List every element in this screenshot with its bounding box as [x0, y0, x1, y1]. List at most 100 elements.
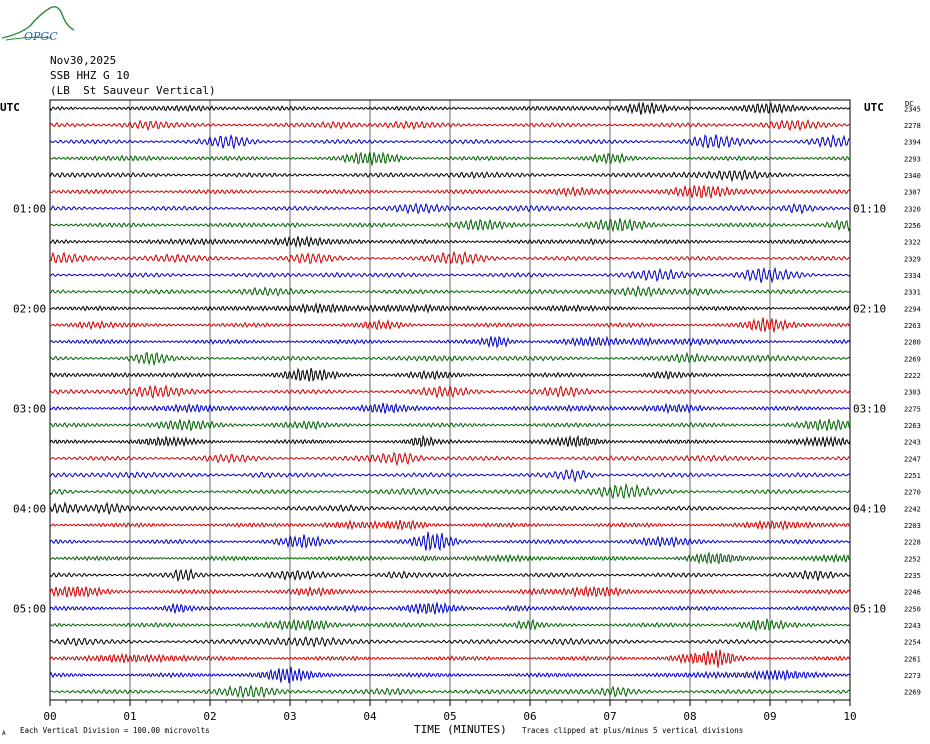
dc-value-label: 2334 — [904, 272, 921, 280]
scale-note: Each Vertical Division = 100.00 microvol… — [20, 726, 210, 735]
trace-line — [49, 118, 851, 132]
x-tick-label: 01 — [123, 710, 136, 723]
x-tick-label: 03 — [283, 710, 296, 723]
trace-line — [49, 351, 851, 367]
trace-line — [49, 636, 851, 649]
trace-line — [49, 184, 851, 199]
dc-value-label: 2254 — [904, 639, 921, 647]
left-time-label: 05:00 — [13, 602, 46, 615]
x-tick-label: 10 — [843, 710, 856, 723]
dc-value-label: 2203 — [904, 522, 921, 530]
trace-line — [49, 567, 851, 582]
left-time-label: 03:00 — [13, 402, 46, 415]
dc-value-label: 2256 — [904, 222, 921, 230]
x-tick-label: 08 — [683, 710, 696, 723]
dc-value-label: 2294 — [904, 305, 921, 313]
trace-line — [49, 482, 851, 500]
dc-value-label: 2293 — [904, 155, 921, 163]
left-time-label: 01:00 — [13, 202, 46, 215]
trace-line — [49, 585, 851, 599]
x-axis-title: TIME (MINUTES) — [414, 723, 507, 736]
date-label: Nov30,2025 — [50, 54, 117, 67]
dc-value-label: 2263 — [904, 322, 921, 330]
trace-line — [49, 218, 851, 233]
trace-line — [49, 501, 851, 516]
trace-line — [49, 235, 851, 249]
trace-line — [49, 551, 851, 565]
trace-line — [49, 169, 851, 183]
trace-line — [49, 402, 851, 415]
dc-value-label: 2269 — [904, 689, 921, 697]
trace-line — [49, 266, 851, 284]
dc-value-label: 2280 — [904, 339, 921, 347]
dc-value-label: 2394 — [904, 139, 921, 147]
dc-value-label: 2329 — [904, 255, 921, 263]
right-time-label: 03:10 — [853, 402, 886, 415]
dc-value-label: 2303 — [904, 389, 921, 397]
trace-line — [49, 302, 851, 315]
x-tick-label: 02 — [203, 710, 216, 723]
x-tick-label: 04 — [363, 710, 377, 723]
right-time-label: 01:10 — [853, 202, 886, 215]
x-tick-label: 06 — [523, 710, 536, 723]
dc-value-label: 2251 — [904, 472, 921, 480]
dc-value-label: 2222 — [904, 372, 921, 380]
left-utc-title: UTC — [0, 101, 20, 114]
trace-line — [49, 133, 851, 150]
x-tick-label: 09 — [763, 710, 776, 723]
left-time-label: 04:00 — [13, 502, 46, 515]
trace-line — [49, 418, 851, 432]
trace-line — [49, 601, 851, 615]
trace-line — [49, 384, 851, 400]
trace-line — [49, 285, 851, 298]
dc-value-label: 2247 — [904, 455, 921, 463]
trace-line — [49, 451, 851, 467]
dc-value-label: 2269 — [904, 355, 921, 363]
dc-value-label: 2307 — [904, 189, 921, 197]
trace-line — [49, 649, 851, 668]
dc-value-label: 2340 — [904, 172, 921, 180]
right-time-label: 02:10 — [853, 302, 886, 315]
dc-value-label: 2243 — [904, 622, 921, 630]
trace-line — [49, 468, 851, 483]
dc-value-label: 2331 — [904, 289, 921, 297]
corner-mark: A — [2, 730, 6, 737]
dc-value-label: 2235 — [904, 572, 921, 580]
right-time-label: 04:10 — [853, 502, 886, 515]
dc-value-label: 2228 — [904, 539, 921, 547]
dc-value-label: 2320 — [904, 205, 921, 213]
trace-line — [49, 250, 851, 266]
dc-value-label: 2275 — [904, 405, 921, 413]
trace-line — [49, 666, 851, 684]
dc-value-label: 2246 — [904, 589, 921, 597]
dc-value-label: 2322 — [904, 239, 921, 247]
dc-value-label: 2242 — [904, 505, 921, 513]
x-tick-label: 07 — [603, 710, 616, 723]
dc-value-label: 2250 — [904, 605, 921, 613]
right-utc-title: UTC — [864, 101, 884, 114]
x-tick-label: 05 — [443, 710, 456, 723]
clip-note: Traces clipped at plus/minus 5 vertical … — [522, 726, 743, 735]
station-label: (LB St Sauveur Vertical) — [50, 84, 216, 97]
trace-line — [49, 202, 851, 215]
channel-label: SSB HHZ G 10 — [50, 69, 130, 82]
dc-value-label: 2273 — [904, 672, 921, 680]
trace-line — [49, 101, 851, 115]
dc-header: DC — [905, 100, 913, 108]
dc-value-label: 2252 — [904, 555, 921, 563]
trace-line — [49, 519, 851, 532]
left-time-label: 02:00 — [13, 302, 46, 315]
x-tick-label: 00 — [43, 710, 56, 723]
trace-line — [49, 617, 851, 632]
trace-line — [49, 367, 851, 382]
dc-value-label: 2261 — [904, 655, 921, 663]
trace-line — [49, 317, 851, 333]
right-time-label: 05:10 — [853, 602, 886, 615]
dc-value-label: 2243 — [904, 439, 921, 447]
trace-line — [49, 335, 851, 349]
opgc-logo: OPGC — [1, 6, 75, 43]
logo-text: OPGC — [24, 30, 58, 43]
trace-line — [49, 685, 851, 699]
trace-line — [49, 434, 851, 449]
